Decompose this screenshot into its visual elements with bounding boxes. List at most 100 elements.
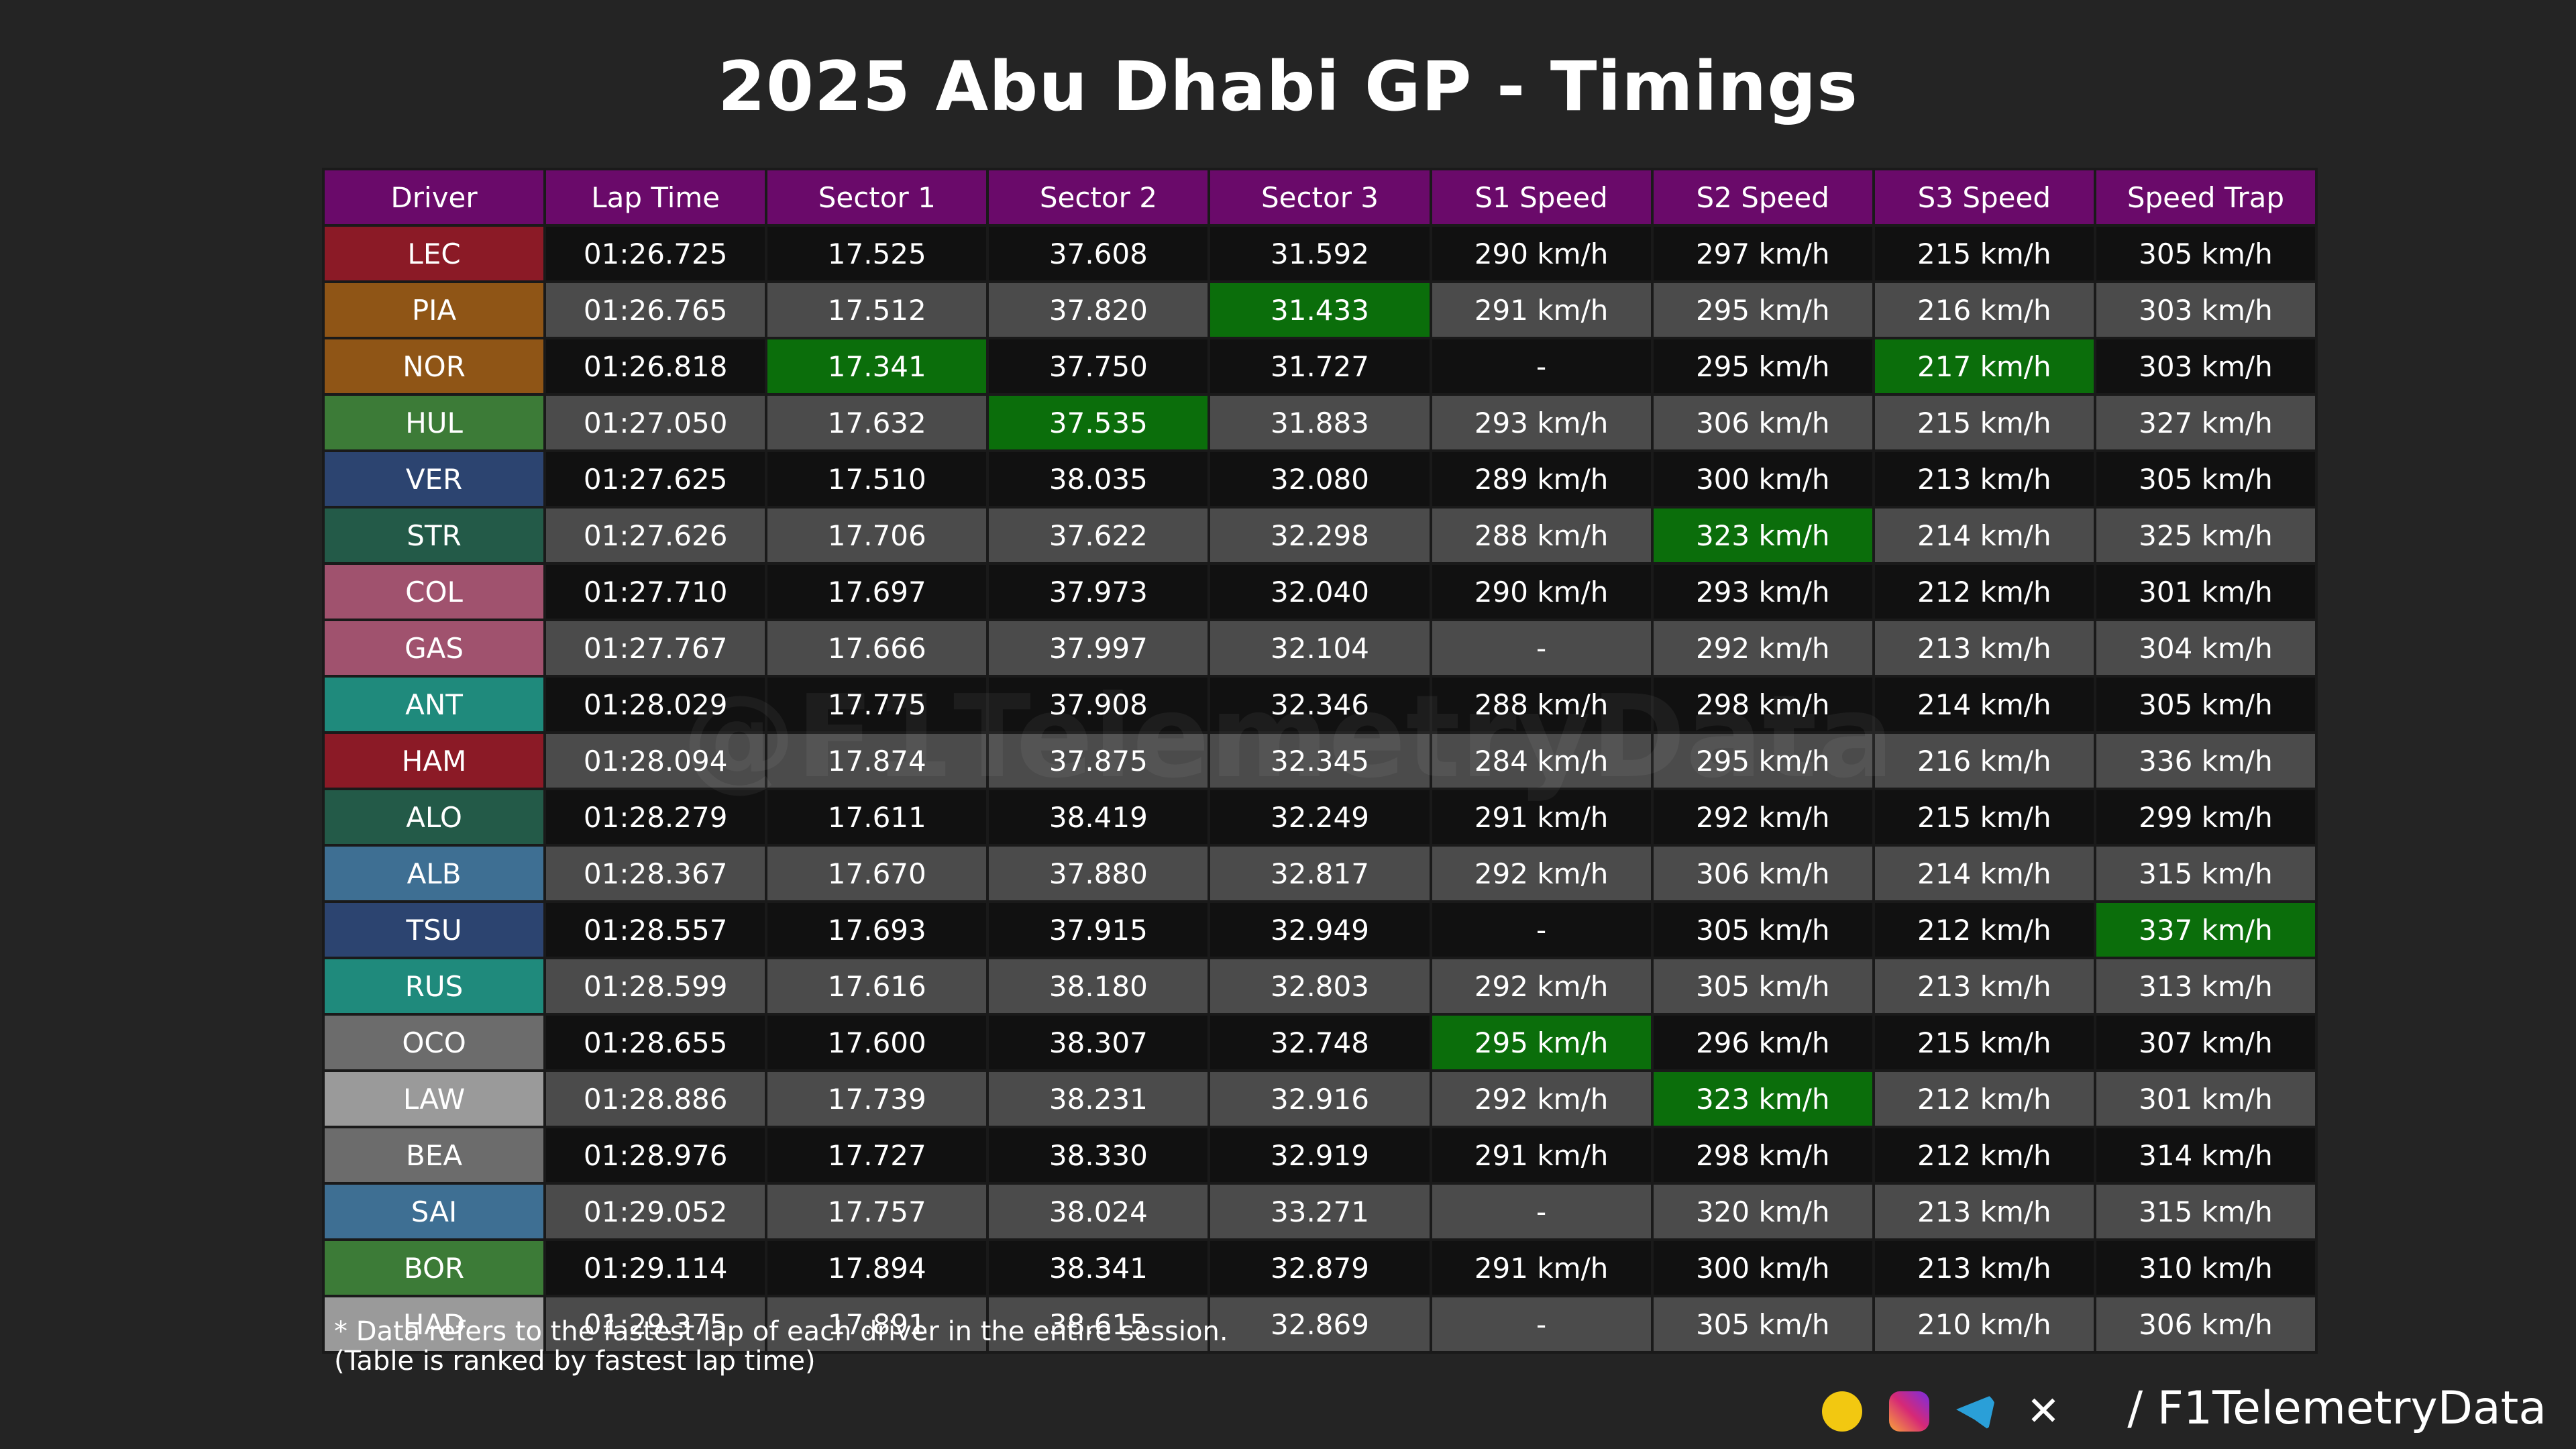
driver-cell: ANT xyxy=(325,678,544,731)
data-cell: 31.727 xyxy=(1210,339,1430,393)
header-cell: Sector 1 xyxy=(767,170,987,224)
data-cell: 17.611 xyxy=(767,790,987,844)
data-cell: 32.869 xyxy=(1210,1297,1430,1351)
footnote: * Data refers to the fastest lap of each… xyxy=(334,1316,1228,1347)
icon-x[interactable]: ✕ xyxy=(2026,1388,2061,1435)
data-cell: 32.104 xyxy=(1210,621,1430,675)
driver-cell: BEA xyxy=(325,1128,544,1182)
data-cell: 17.670 xyxy=(767,847,987,900)
icon-buymeacoffee[interactable] xyxy=(1822,1391,1862,1432)
data-cell: 300 km/h xyxy=(1653,1241,1872,1295)
data-cell: 290 km/h xyxy=(1432,227,1651,280)
data-cell: 01:28.279 xyxy=(546,790,765,844)
data-cell: 295 km/h xyxy=(1653,339,1872,393)
data-cell: 337 km/h xyxy=(2096,903,2315,957)
handle: / F1TelemetryData xyxy=(2127,1382,2546,1435)
data-cell: 37.973 xyxy=(989,565,1208,619)
data-cell: 01:28.094 xyxy=(546,734,765,788)
driver-cell: PIA xyxy=(325,283,544,337)
data-cell: 325 km/h xyxy=(2096,508,2315,562)
data-cell: 32.748 xyxy=(1210,1016,1430,1069)
data-cell: 213 km/h xyxy=(1874,1241,2094,1295)
data-cell: 38.341 xyxy=(989,1241,1208,1295)
data-cell: - xyxy=(1432,1185,1651,1238)
icon-telegram[interactable] xyxy=(1956,1393,1996,1430)
data-cell: 32.949 xyxy=(1210,903,1430,957)
data-cell: 17.706 xyxy=(767,508,987,562)
data-cell: 37.908 xyxy=(989,678,1208,731)
data-cell: 298 km/h xyxy=(1653,1128,1872,1182)
data-cell: 291 km/h xyxy=(1432,283,1651,337)
data-cell: 303 km/h xyxy=(2096,339,2315,393)
data-cell: 01:27.625 xyxy=(546,452,765,506)
data-cell: 32.919 xyxy=(1210,1128,1430,1182)
data-cell: 17.727 xyxy=(767,1128,987,1182)
data-cell: 293 km/h xyxy=(1432,396,1651,449)
data-cell: 01:28.599 xyxy=(546,959,765,1013)
data-cell: 288 km/h xyxy=(1432,678,1651,731)
data-cell: 305 km/h xyxy=(1653,959,1872,1013)
data-cell: 307 km/h xyxy=(2096,1016,2315,1069)
data-cell: 295 km/h xyxy=(1653,734,1872,788)
data-cell: 315 km/h xyxy=(2096,847,2315,900)
data-cell: 17.894 xyxy=(767,1241,987,1295)
data-cell: 32.916 xyxy=(1210,1072,1430,1126)
icon-instagram[interactable] xyxy=(1889,1391,1929,1432)
data-cell: 01:26.725 xyxy=(546,227,765,280)
data-cell: - xyxy=(1432,339,1651,393)
data-cell: 38.180 xyxy=(989,959,1208,1013)
driver-cell: NOR xyxy=(325,339,544,393)
data-cell: 292 km/h xyxy=(1653,621,1872,675)
header-cell: Sector 3 xyxy=(1210,170,1430,224)
data-cell: 214 km/h xyxy=(1874,847,2094,900)
data-cell: 01:28.557 xyxy=(546,903,765,957)
data-cell: 32.879 xyxy=(1210,1241,1430,1295)
data-cell: - xyxy=(1432,903,1651,957)
driver-cell: RUS xyxy=(325,959,544,1013)
data-cell: 217 km/h xyxy=(1874,339,2094,393)
data-cell: 295 km/h xyxy=(1432,1016,1651,1069)
footnote: (Table is ranked by fastest lap time) xyxy=(334,1346,816,1377)
data-cell: 313 km/h xyxy=(2096,959,2315,1013)
data-cell: 306 km/h xyxy=(1653,396,1872,449)
data-cell: 32.040 xyxy=(1210,565,1430,619)
header-cell: S3 Speed xyxy=(1874,170,2094,224)
data-cell: 293 km/h xyxy=(1653,565,1872,619)
data-cell: 323 km/h xyxy=(1653,508,1872,562)
data-cell: 17.775 xyxy=(767,678,987,731)
data-cell: 213 km/h xyxy=(1874,1185,2094,1238)
data-cell: 32.345 xyxy=(1210,734,1430,788)
data-cell: 01:28.367 xyxy=(546,847,765,900)
data-cell: 306 km/h xyxy=(1653,847,1872,900)
data-cell: 213 km/h xyxy=(1874,959,2094,1013)
data-cell: 291 km/h xyxy=(1432,1241,1651,1295)
data-cell: 37.880 xyxy=(989,847,1208,900)
data-cell: 01:27.767 xyxy=(546,621,765,675)
data-cell: 305 km/h xyxy=(2096,452,2315,506)
data-cell: 38.419 xyxy=(989,790,1208,844)
data-cell: 32.249 xyxy=(1210,790,1430,844)
driver-cell: STR xyxy=(325,508,544,562)
data-cell: 213 km/h xyxy=(1874,621,2094,675)
data-cell: 01:26.765 xyxy=(546,283,765,337)
data-cell: - xyxy=(1432,1297,1651,1351)
data-cell: 01:29.052 xyxy=(546,1185,765,1238)
data-cell: 292 km/h xyxy=(1653,790,1872,844)
driver-cell: GAS xyxy=(325,621,544,675)
driver-cell: ALO xyxy=(325,790,544,844)
data-cell: 212 km/h xyxy=(1874,903,2094,957)
driver-cell: OCO xyxy=(325,1016,544,1069)
data-cell: 304 km/h xyxy=(2096,621,2315,675)
data-cell: 37.608 xyxy=(989,227,1208,280)
data-cell: 320 km/h xyxy=(1653,1185,1872,1238)
driver-cell: VER xyxy=(325,452,544,506)
data-cell: 291 km/h xyxy=(1432,1128,1651,1182)
data-cell: 216 km/h xyxy=(1874,734,2094,788)
data-cell: 01:28.655 xyxy=(546,1016,765,1069)
data-cell: 31.592 xyxy=(1210,227,1430,280)
header-cell: Speed Trap xyxy=(2096,170,2315,224)
data-cell: 17.600 xyxy=(767,1016,987,1069)
data-cell: 17.891 xyxy=(767,1297,987,1351)
driver-cell: LAW xyxy=(325,1072,544,1126)
